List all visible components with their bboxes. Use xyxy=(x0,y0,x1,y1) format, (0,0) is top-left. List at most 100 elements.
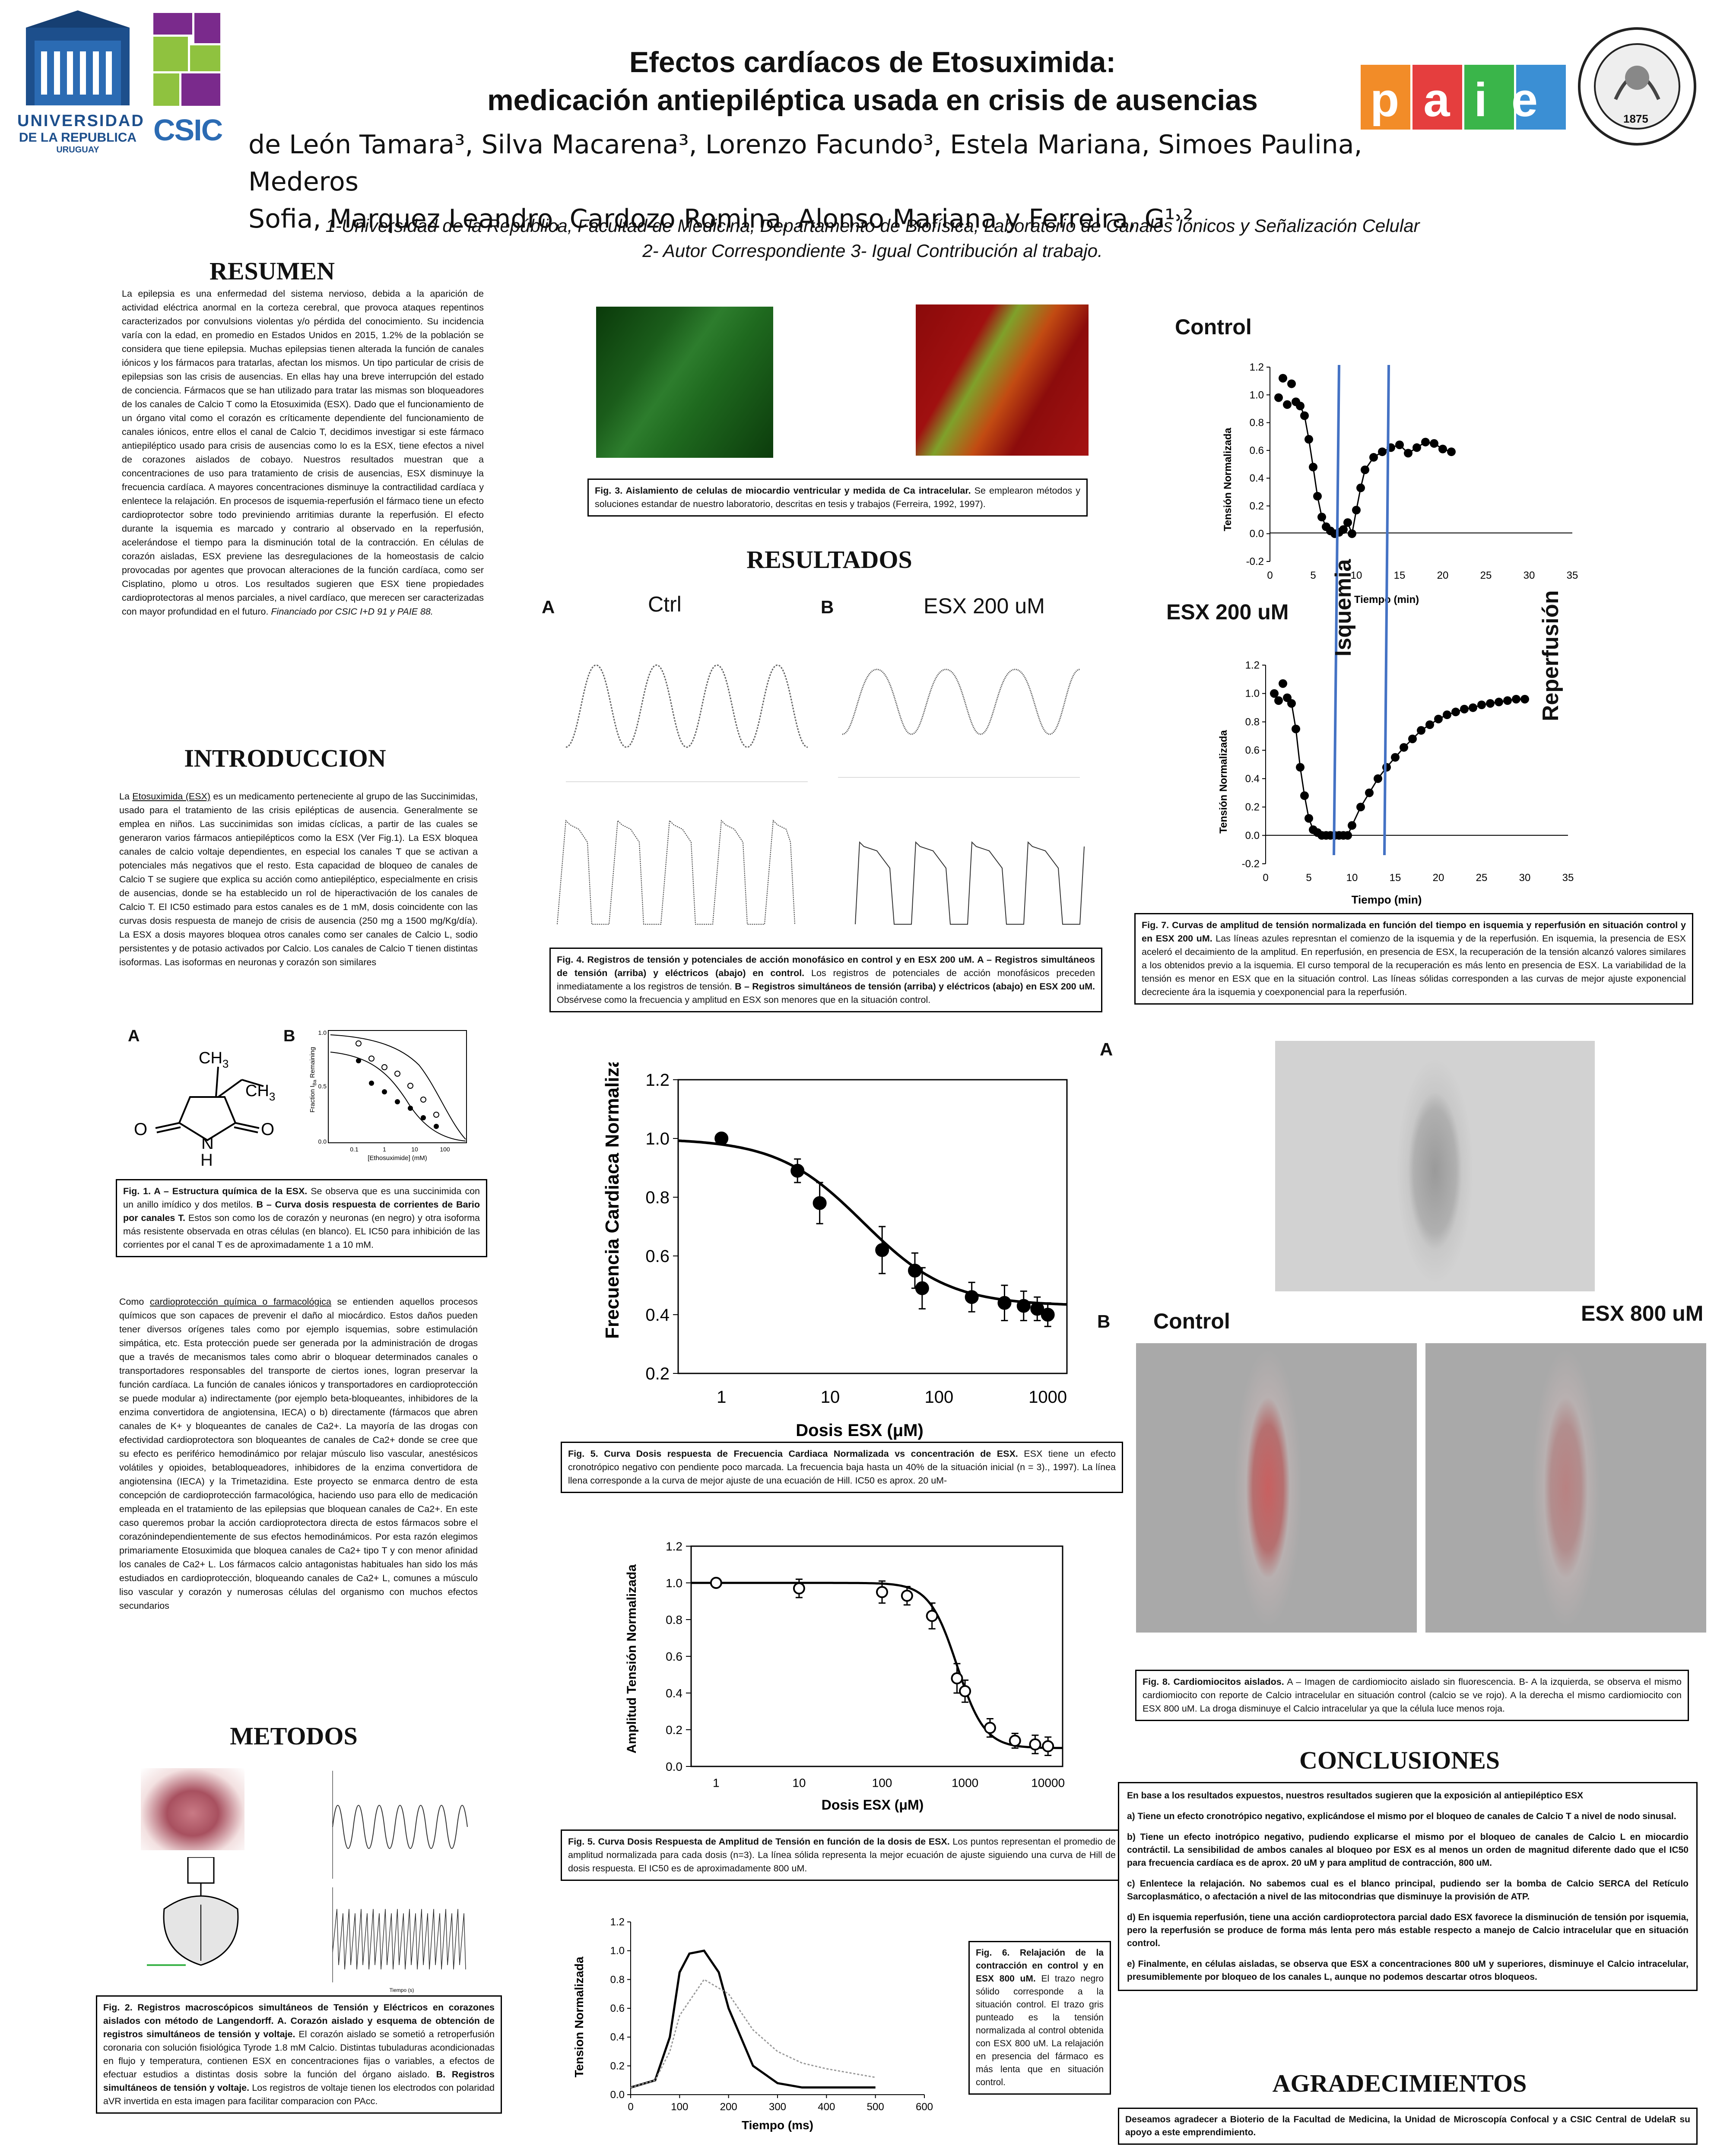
fig5b-point-7 xyxy=(984,1722,996,1734)
fig7c-xtick-4: 20 xyxy=(1437,570,1449,581)
fig4-ctrl-label: Ctrl xyxy=(648,592,682,616)
heart-schematic xyxy=(147,1857,239,1966)
fig7c-point-2 xyxy=(1283,400,1292,409)
fig7e-point-20 xyxy=(1365,788,1374,797)
fig7c-point-1 xyxy=(1279,374,1287,383)
fig7c-point-26 xyxy=(1412,443,1421,452)
fig7c-point-22 xyxy=(1378,447,1387,457)
fig5b-xtick-0: 1 xyxy=(713,1776,720,1790)
fig7e-point-31 xyxy=(1460,704,1469,713)
fig5a-xticks: 1 10 100 1000 xyxy=(717,1388,1067,1407)
fig7e-point-30 xyxy=(1451,707,1460,717)
fig8b-control-photo xyxy=(1136,1343,1417,1633)
fig2-caption: Fig. 2. Registros macroscópicos simultán… xyxy=(96,1995,502,2114)
resumen-heading: RESUMEN xyxy=(209,257,335,285)
fig5b-xtick-3: 1000 xyxy=(952,1776,978,1790)
fig7e-point-19 xyxy=(1356,802,1365,812)
fig5a-ytick-1: 1.0 xyxy=(645,1129,670,1148)
conclusion-b: b) Tiene un efecto inotrópico negativo, … xyxy=(1127,1832,1689,1868)
agradecimientos-heading: AGRADECIMIENTOS xyxy=(1272,2069,1527,2097)
fig7e-xtick-7: 35 xyxy=(1562,872,1574,884)
fig5b-point-5 xyxy=(951,1672,963,1684)
fig7e-xtick-5: 25 xyxy=(1476,872,1488,884)
poster-title: Efectos cardíacos de Etosuximida: medica… xyxy=(487,46,1258,117)
csic-logo: CSIC xyxy=(153,13,223,160)
csic-squares-icon xyxy=(153,13,220,106)
fig6-yticks: 1.2 1.0 0.8 0.6 0.4 0.2 0.0 xyxy=(610,1916,631,2101)
oxygen-left-label: O xyxy=(134,1120,147,1139)
fig6-xtick-2: 200 xyxy=(720,2101,737,2113)
fig7e-ytick-5: 0.2 xyxy=(1245,802,1260,813)
fig6-ytick-4: 0.4 xyxy=(610,2032,625,2043)
fig7c-point-24 xyxy=(1395,441,1404,449)
fig7e-xlabel: Tiempo (min) xyxy=(1352,893,1422,906)
fig5b-ytick-6: 0.0 xyxy=(666,1760,682,1773)
fig7e-point-25 xyxy=(1408,734,1417,743)
fig7e-point-17 xyxy=(1343,831,1352,840)
fig7e-point-2 xyxy=(1279,679,1287,688)
fig5a-caption: Fig. 5. Curva Dosis respuesta de Frecuen… xyxy=(561,1442,1123,1493)
fig7c-point-10 xyxy=(1317,513,1326,522)
fig6-xlabel: Tiempo (ms) xyxy=(742,2118,813,2132)
fig5a-xtick-1: 10 xyxy=(821,1388,840,1407)
fig5a-xlabel: Dosis ESX (μM) xyxy=(796,1421,924,1440)
fig7-esx-title: ESX 200 uM xyxy=(1166,600,1289,624)
fig5a-point-6 xyxy=(965,1290,979,1304)
fig7c-xtick-3: 15 xyxy=(1394,570,1406,581)
fig7c-ytick-3: 0.6 xyxy=(1250,445,1264,457)
fig7c-ytick-2: 0.8 xyxy=(1250,417,1264,429)
fig7e-point-0 xyxy=(1270,689,1279,698)
fig8-caption: Fig. 8. Cardiomiocitos aislados. A – Ima… xyxy=(1135,1670,1689,1721)
fig7e-point-24 xyxy=(1400,743,1408,752)
fig4-esx-electric xyxy=(855,841,1085,925)
fig5b-point-6 xyxy=(959,1685,971,1697)
isquemia-label: Isquemia xyxy=(1331,559,1356,656)
fig7e-xtick-1: 5 xyxy=(1306,872,1311,884)
fig7c-ytick-6: 0.0 xyxy=(1250,528,1264,540)
fig5b-ytick-2: 0.8 xyxy=(666,1613,682,1627)
fig4-ctrl-electric xyxy=(557,819,795,925)
fig7c-point-7 xyxy=(1305,435,1313,444)
fig7c-point-28 xyxy=(1430,439,1438,448)
cardioproteccion-link[interactable]: cardioprotección química o farmacológica xyxy=(150,1297,331,1307)
fig6-caption: Fig. 6. Relajación de la contracción en … xyxy=(968,1941,1111,2095)
fig7e-points xyxy=(1270,679,1529,840)
fig5b-point-9 xyxy=(1029,1738,1041,1750)
esx-link[interactable]: Etosuximida (ESX) xyxy=(132,791,211,802)
fig6-control-trace xyxy=(630,1949,876,2089)
fig7e-ytick-7: -0.2 xyxy=(1242,858,1260,870)
conclusiones-box: En base a los resultados expuestos, nues… xyxy=(1118,1782,1698,1991)
fig7e-point-32 xyxy=(1469,703,1477,712)
fig5a-point-8 xyxy=(1016,1299,1031,1313)
fig1b-white-fit xyxy=(330,1034,466,1140)
fig8-label-a: A xyxy=(1100,1039,1113,1059)
fig4-ctrl-tension xyxy=(565,664,808,782)
fmed-seal: 1875 xyxy=(1577,26,1698,147)
fig1-label-b: B xyxy=(283,1027,295,1045)
fig3-caption: Fig. 3. Aislamiento de celulas de miocar… xyxy=(587,479,1088,517)
fig5b-ytick-4: 0.4 xyxy=(666,1687,682,1700)
fig7c-point-9 xyxy=(1313,491,1322,501)
fig7c-xtick-2: 10 xyxy=(1351,570,1362,581)
fig1b-black-fit xyxy=(330,1052,466,1141)
fig8-esx-label: ESX 800 uM xyxy=(1581,1301,1704,1325)
fig7e-point-28 xyxy=(1434,714,1443,723)
fig6-ylabel: Tension Normalizada xyxy=(572,1956,586,2077)
fig1b-ytick-3: 0.0 xyxy=(318,1138,327,1145)
fig5b-point-0 xyxy=(710,1577,722,1589)
fig6-ytick-6: 0.0 xyxy=(610,2089,625,2101)
ethosuximide-structure: CH3 CH3 O O N xyxy=(134,1049,275,1149)
fig7c-ytick-4: 0.4 xyxy=(1250,472,1264,484)
fig7c-ylabel: Tensión Normalizada xyxy=(1222,428,1234,531)
fig7e-ytick-3: 0.6 xyxy=(1245,745,1260,756)
fig5a-point-9 xyxy=(1030,1302,1044,1316)
fig1-label-a: A xyxy=(128,1027,140,1045)
fig1b-chart: 1.0 0.5 0.0 0.1 1 10 100 [Ethosuximide] … xyxy=(309,1029,467,1162)
fig1b-xtick-3: 10 xyxy=(411,1146,418,1153)
fig6-xtick-6: 600 xyxy=(916,2101,933,2113)
fig7e-ylabel: Tensión Normalizada xyxy=(1218,730,1229,834)
oxygen-right-label: O xyxy=(261,1120,274,1139)
seal-year: 1875 xyxy=(1623,112,1648,125)
fig7c-point-6 xyxy=(1300,411,1309,420)
fig5a-ylabel: Frecuencia Cardiaca Normalizada xyxy=(602,1062,623,1339)
